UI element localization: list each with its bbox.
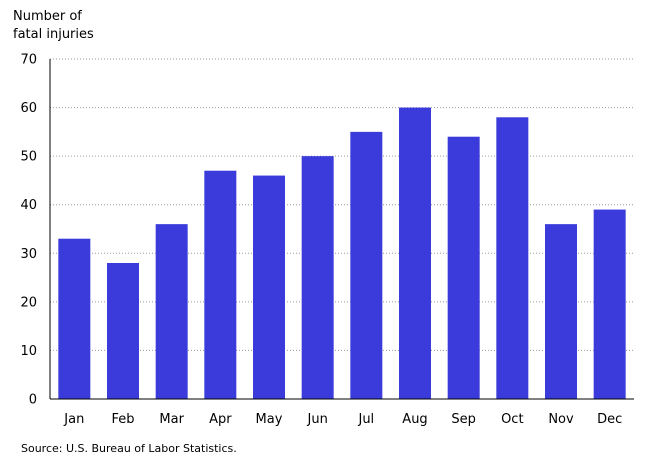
x-tick-label: Jan [63, 412, 84, 427]
bar-mar [155, 224, 188, 399]
y-tick-label: 20 [20, 295, 37, 310]
x-tick-label: Oct [501, 412, 523, 427]
bar-feb [107, 263, 139, 399]
bar-jan [58, 238, 91, 399]
y-tick-label: 40 [20, 198, 37, 213]
bar-may [253, 175, 285, 399]
bar-apr [204, 170, 237, 399]
y-axis-label-line-1: Number of [13, 9, 82, 24]
source-note: Source: U.S. Bureau of Labor Statistics. [21, 442, 237, 455]
y-tick-label: 60 [20, 101, 37, 116]
x-tick-label: Jul [357, 412, 374, 427]
y-tick-label: 10 [20, 344, 37, 359]
x-tick-label: Apr [209, 412, 232, 427]
bar-dec [593, 209, 626, 399]
y-tick-label: 50 [20, 150, 37, 165]
y-tick-label: 70 [20, 53, 37, 68]
x-tick-label: Nov [548, 412, 574, 427]
bar-jul [350, 131, 383, 399]
bar-nov [545, 224, 577, 399]
bar-aug [399, 107, 431, 400]
x-tick-label: Jun [307, 412, 328, 427]
x-tick-label: Sep [451, 412, 476, 427]
x-tick-label: May [256, 412, 283, 427]
y-axis-label: Number of fatal injuries [13, 8, 94, 44]
x-tick-label: Aug [402, 412, 427, 427]
x-tick-label: Feb [111, 412, 134, 427]
x-tick-label: Dec [597, 412, 622, 427]
y-tick-label: 0 [29, 393, 37, 408]
y-tick-label: 30 [20, 247, 37, 262]
y-axis-label-line-2: fatal injuries [13, 27, 94, 42]
bar-oct [496, 117, 529, 400]
bar-sep [447, 136, 480, 399]
bar-jun [301, 156, 334, 399]
x-tick-label: Mar [159, 412, 184, 427]
